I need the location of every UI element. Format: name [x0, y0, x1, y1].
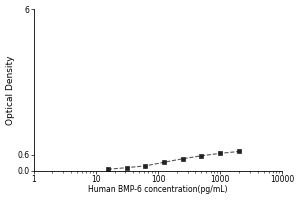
X-axis label: Human BMP-6 concentration(pg/mL): Human BMP-6 concentration(pg/mL)	[88, 185, 228, 194]
Y-axis label: Optical Density: Optical Density	[6, 55, 15, 125]
